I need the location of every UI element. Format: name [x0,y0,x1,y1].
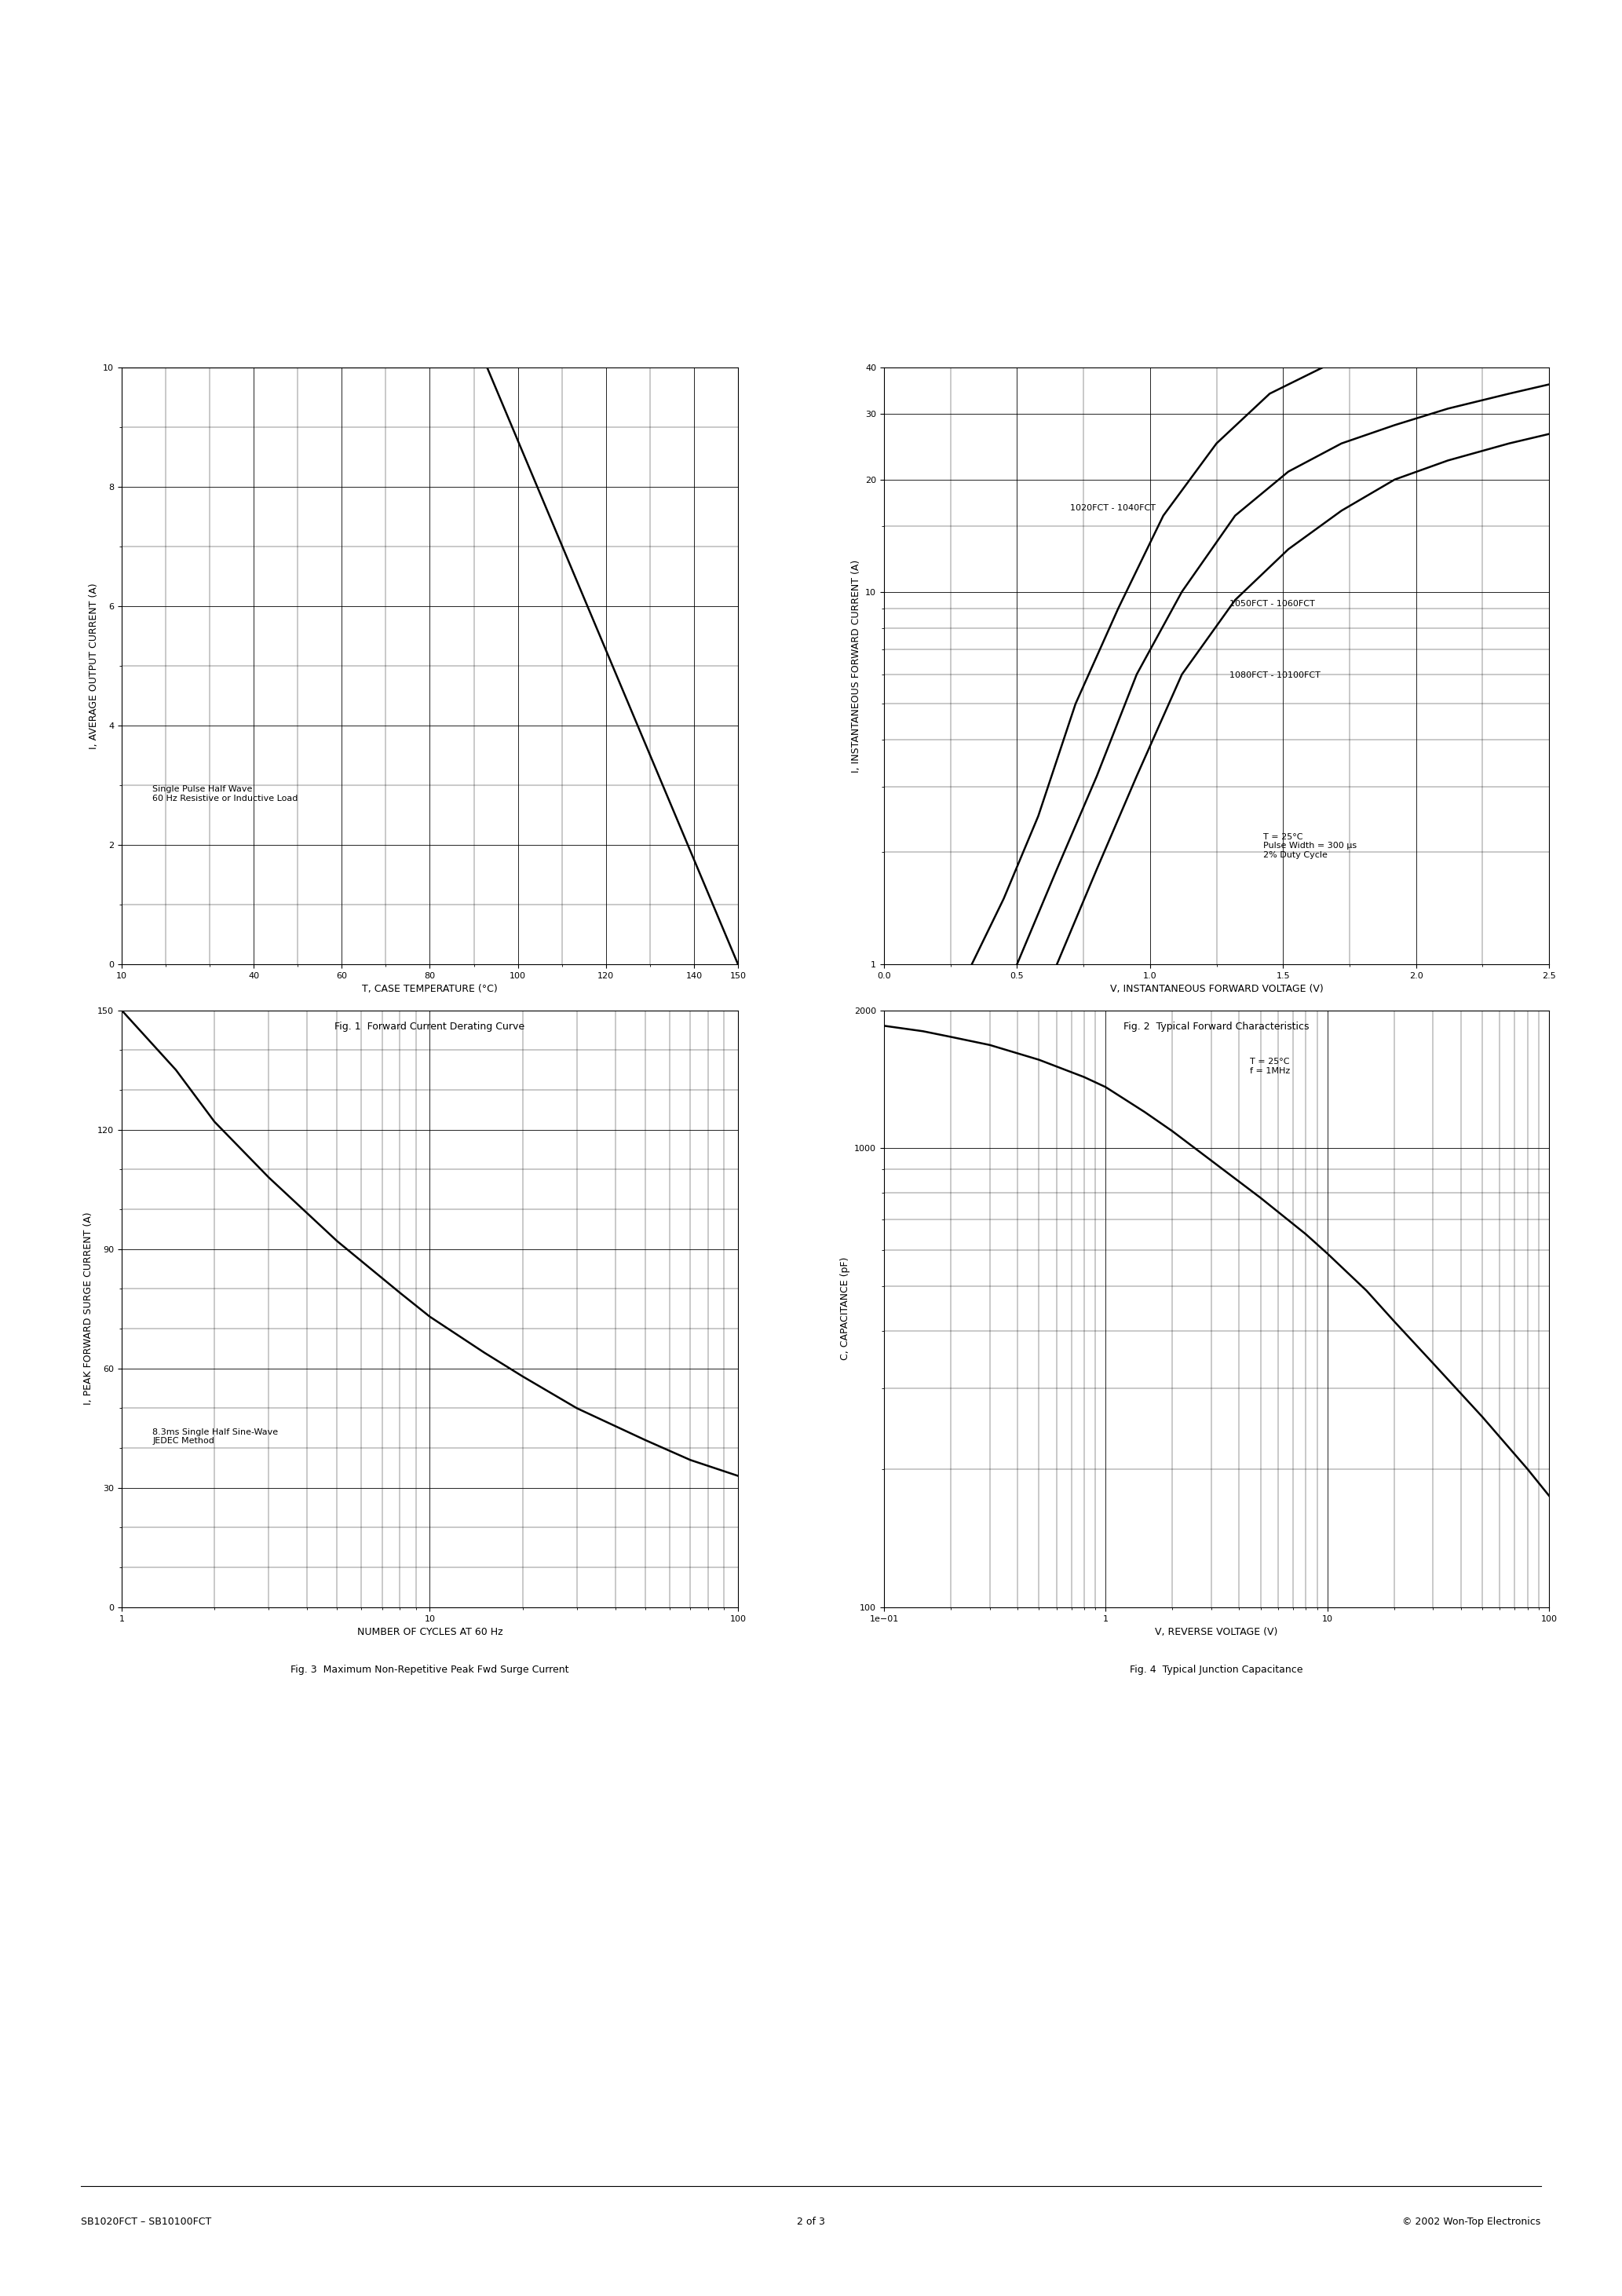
X-axis label: NUMBER OF CYCLES AT 60 Hz: NUMBER OF CYCLES AT 60 Hz [357,1628,503,1637]
Text: T⁣ = 25°C
Pulse Width = 300 μs
2% Duty Cycle: T⁣ = 25°C Pulse Width = 300 μs 2% Duty C… [1264,833,1356,859]
Text: © 2002 Won-Top Electronics: © 2002 Won-Top Electronics [1403,2218,1541,2227]
Text: Fig. 4  Typical Junction Capacitance: Fig. 4 Typical Junction Capacitance [1131,1665,1302,1674]
Y-axis label: C⁣, CAPACITANCE (pF): C⁣, CAPACITANCE (pF) [840,1258,850,1359]
Text: T⁣ = 25°C
f = 1MHz: T⁣ = 25°C f = 1MHz [1251,1058,1289,1075]
Text: 2 of 3: 2 of 3 [796,2218,826,2227]
Text: Fig. 3  Maximum Non-Repetitive Peak Fwd Surge Current: Fig. 3 Maximum Non-Repetitive Peak Fwd S… [290,1665,569,1674]
Text: 8.3ms Single Half Sine-Wave
JEDEC Method: 8.3ms Single Half Sine-Wave JEDEC Method [152,1428,279,1444]
X-axis label: V⁣, REVERSE VOLTAGE (V): V⁣, REVERSE VOLTAGE (V) [1155,1628,1278,1637]
X-axis label: T⁣, CASE TEMPERATURE (°C): T⁣, CASE TEMPERATURE (°C) [362,985,498,994]
Text: 1080FCT - 10100FCT: 1080FCT - 10100FCT [1229,670,1320,680]
Text: Fig. 2  Typical Forward Characteristics: Fig. 2 Typical Forward Characteristics [1124,1022,1309,1031]
Text: 1020FCT - 1040FCT: 1020FCT - 1040FCT [1071,505,1156,512]
Y-axis label: I⁣⁣, AVERAGE OUTPUT CURRENT (A): I⁣⁣, AVERAGE OUTPUT CURRENT (A) [89,583,99,748]
Y-axis label: I⁣⁣⁣, PEAK FORWARD SURGE CURRENT (A): I⁣⁣⁣, PEAK FORWARD SURGE CURRENT (A) [83,1212,92,1405]
Text: Fig. 1  Forward Current Derating Curve: Fig. 1 Forward Current Derating Curve [334,1022,526,1031]
X-axis label: V⁣, INSTANTANEOUS FORWARD VOLTAGE (V): V⁣, INSTANTANEOUS FORWARD VOLTAGE (V) [1109,985,1324,994]
Y-axis label: I⁣, INSTANTANEOUS FORWARD CURRENT (A): I⁣, INSTANTANEOUS FORWARD CURRENT (A) [850,560,861,771]
Text: SB1020FCT – SB10100FCT: SB1020FCT – SB10100FCT [81,2218,211,2227]
Text: 1050FCT - 1060FCT: 1050FCT - 1060FCT [1229,599,1315,608]
Text: Single Pulse Half Wave
60 Hz Resistive or Inductive Load: Single Pulse Half Wave 60 Hz Resistive o… [152,785,298,801]
